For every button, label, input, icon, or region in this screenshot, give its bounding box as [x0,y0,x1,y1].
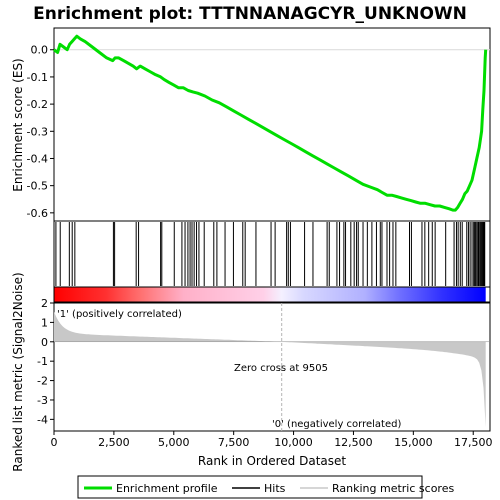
band-fill [54,287,486,302]
chart-title: Enrichment plot: TTTNNANAGCYR_UNKNOWN [33,4,467,24]
x-axis-label: Rank in Ordered Dataset [198,454,346,468]
positive-label: '1' (positively correlated) [57,309,182,320]
x-tick-label: 2,500 [98,436,130,449]
rank-color-band [54,287,490,302]
metric-y-tick-label: -4 [37,413,48,426]
legend: Enrichment profile Hits Ranking metric s… [78,476,454,498]
es-y-tick-label: -0.4 [27,152,48,165]
x-tick-label: 17,500 [454,436,493,449]
metric-y-tick-label: 1 [41,316,48,329]
negative-label: '0' (negatively correlated) [272,419,401,430]
x-tick-label: 7,500 [218,436,250,449]
es-y-tick-label: -0.5 [27,180,48,193]
x-tick-label: 12,500 [334,436,373,449]
legend-entry-metric: Ranking metric scores [332,482,454,495]
es-y-tick-label: -0.1 [27,71,48,84]
es-y-tick-label: -0.6 [27,207,48,220]
es-panel: 0.0 -0.1 -0.2 -0.3 -0.4 -0.5 -0.6 Enrichment s… [11,28,490,221]
metric-y-tick-label: -3 [37,394,48,407]
metric-y-tick-label: -1 [37,355,48,368]
es-y-axis-label: Enrichment score (ES) [11,58,25,191]
metric-y-axis-label: Ranked list metric (Signal2Noise) [11,272,25,471]
zero-cross-annotation: Zero cross at 9505 [234,363,328,374]
es-y-tick-label: 0.0 [31,44,49,57]
legend-entry-profile: Enrichment profile [116,482,218,495]
metric-y-tick-label: 2 [41,297,48,310]
legend-entry-hits: Hits [264,482,286,495]
x-axis: 0 2,500 5,000 7,500 10,000 12,500 15,000 17,500 [51,431,493,449]
es-y-tick-label: -0.2 [27,98,48,111]
x-tick-label: 15,000 [394,436,433,449]
metric-y-tick-label: -2 [37,375,48,388]
x-tick-label: 10,000 [274,436,313,449]
metric-y-tick-label: 0 [41,336,48,349]
x-tick-label: 0 [51,436,58,449]
hits-panel [54,221,490,287]
x-tick-label: 5,000 [158,436,190,449]
es-y-tick-label: -0.3 [27,125,48,138]
